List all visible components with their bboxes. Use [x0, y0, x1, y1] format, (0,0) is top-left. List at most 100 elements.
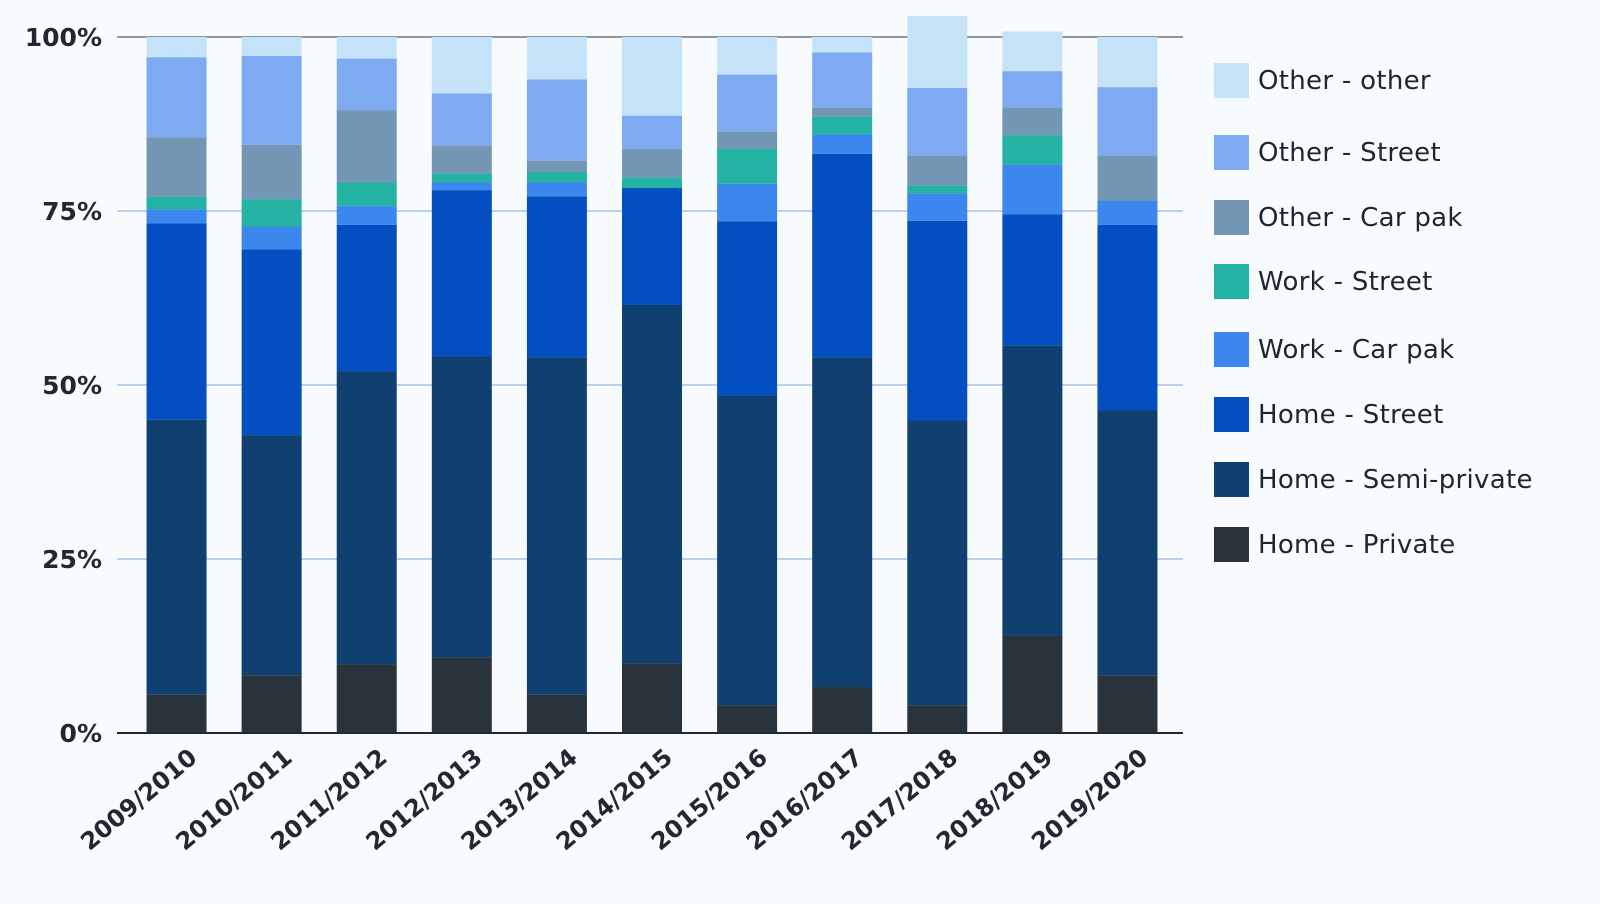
legend-label: Home - Private [1258, 530, 1456, 560]
bar-segment [907, 420, 968, 706]
bar-segment [907, 220, 968, 421]
bar-segment [431, 657, 492, 733]
bar-segment [336, 664, 397, 733]
legend-item: Work - Street [1214, 264, 1433, 299]
legend-item: Other - Car pak [1214, 200, 1463, 235]
bar-segment [241, 37, 302, 56]
bar-segment [241, 435, 302, 676]
bar-segment [146, 196, 207, 210]
bar-segment [622, 149, 682, 178]
bar-segment [336, 182, 397, 207]
bar-segment [717, 395, 778, 706]
bar-segment [431, 182, 492, 191]
bar-segment [1002, 107, 1063, 136]
bar-segment [1097, 37, 1158, 88]
legend-label: Other - Car pak [1258, 203, 1463, 233]
bar-segment [146, 209, 207, 224]
bar-segment [717, 74, 778, 132]
legend-swatch [1214, 264, 1249, 299]
bar-segment [526, 357, 587, 695]
bar-segment [336, 110, 397, 183]
bar-segment [812, 107, 873, 117]
bar-segment [1002, 635, 1063, 733]
bar-segment [241, 144, 302, 200]
y-tick-label: 100% [25, 23, 102, 52]
bar-segment [1097, 200, 1158, 225]
legend-item: Work - Car pak [1214, 332, 1454, 367]
bar-segment [526, 182, 587, 197]
bar-segment [717, 131, 778, 150]
bar-segment [336, 58, 397, 111]
bar-segment [622, 37, 682, 116]
legend-label: Work - Car pak [1258, 335, 1454, 365]
legend-swatch [1214, 200, 1249, 235]
bar-segment [907, 705, 968, 733]
legend-label: Other - Street [1258, 138, 1441, 168]
bar-segment [146, 137, 207, 197]
bar-segment [1097, 675, 1158, 733]
bar-segment [336, 206, 397, 225]
bar-segment [907, 155, 968, 186]
legend-swatch [1214, 63, 1249, 98]
legend-swatch [1214, 527, 1249, 562]
legend-label: Other - other [1258, 66, 1431, 96]
bar-segment [146, 57, 207, 138]
bar-segment [907, 87, 968, 156]
bar-segment [1097, 224, 1158, 411]
legend-swatch [1214, 397, 1249, 432]
bar-segment [146, 37, 207, 58]
bar-segment [812, 134, 873, 154]
bar-segment [622, 188, 682, 305]
bar-segment [717, 705, 778, 733]
legend-label: Home - Street [1258, 400, 1444, 430]
y-tick-label: 75% [42, 197, 102, 226]
legend-item: Home - Semi-private [1214, 462, 1533, 497]
bar-segment [1002, 71, 1063, 108]
bar-segment [526, 196, 587, 358]
bar-segment [812, 116, 873, 135]
bar-segment [622, 304, 682, 664]
bar-segment [1002, 345, 1063, 636]
legend-item: Home - Private [1214, 527, 1456, 562]
bar-segment [907, 185, 968, 194]
bar-segment [622, 115, 682, 150]
bar-segment [717, 149, 778, 184]
bar-segment [1097, 410, 1158, 676]
bar-segment [336, 37, 397, 59]
bar-segment [526, 694, 587, 733]
bar-segment [526, 160, 587, 173]
bar-segment [431, 93, 492, 146]
bar-segment [241, 199, 302, 228]
bar-segment [812, 687, 873, 733]
bar-segment [1002, 31, 1063, 72]
bar-segment [622, 177, 682, 189]
bar-segment [431, 145, 492, 174]
legend-item: Home - Street [1214, 397, 1444, 432]
bar-segment [812, 357, 873, 688]
bar-segment [241, 675, 302, 733]
legend-label: Work - Street [1258, 267, 1433, 297]
bar-segment [336, 224, 397, 372]
bar-segment [146, 223, 207, 420]
bar-segment [241, 227, 302, 250]
bar-segment [526, 79, 587, 161]
bars [146, 16, 1158, 733]
y-tick-label: 50% [42, 371, 102, 400]
bar-segment [526, 37, 587, 80]
bar-segment [717, 37, 778, 75]
y-tick-label: 0% [60, 719, 102, 748]
bar-segment [336, 371, 397, 665]
bar-segment [431, 190, 492, 357]
bar-segment [717, 221, 778, 396]
bar-segment [907, 16, 968, 88]
legend-label: Home - Semi-private [1258, 465, 1533, 495]
bar-segment [1097, 155, 1158, 201]
y-tick-label: 25% [42, 545, 102, 574]
legend-swatch [1214, 332, 1249, 367]
legend: Other - other Other - Street Other - Car p… [1214, 63, 1533, 562]
legend-swatch [1214, 462, 1249, 497]
bar-segment [146, 694, 207, 733]
legend-swatch [1214, 135, 1249, 170]
bar-segment [1002, 135, 1063, 165]
